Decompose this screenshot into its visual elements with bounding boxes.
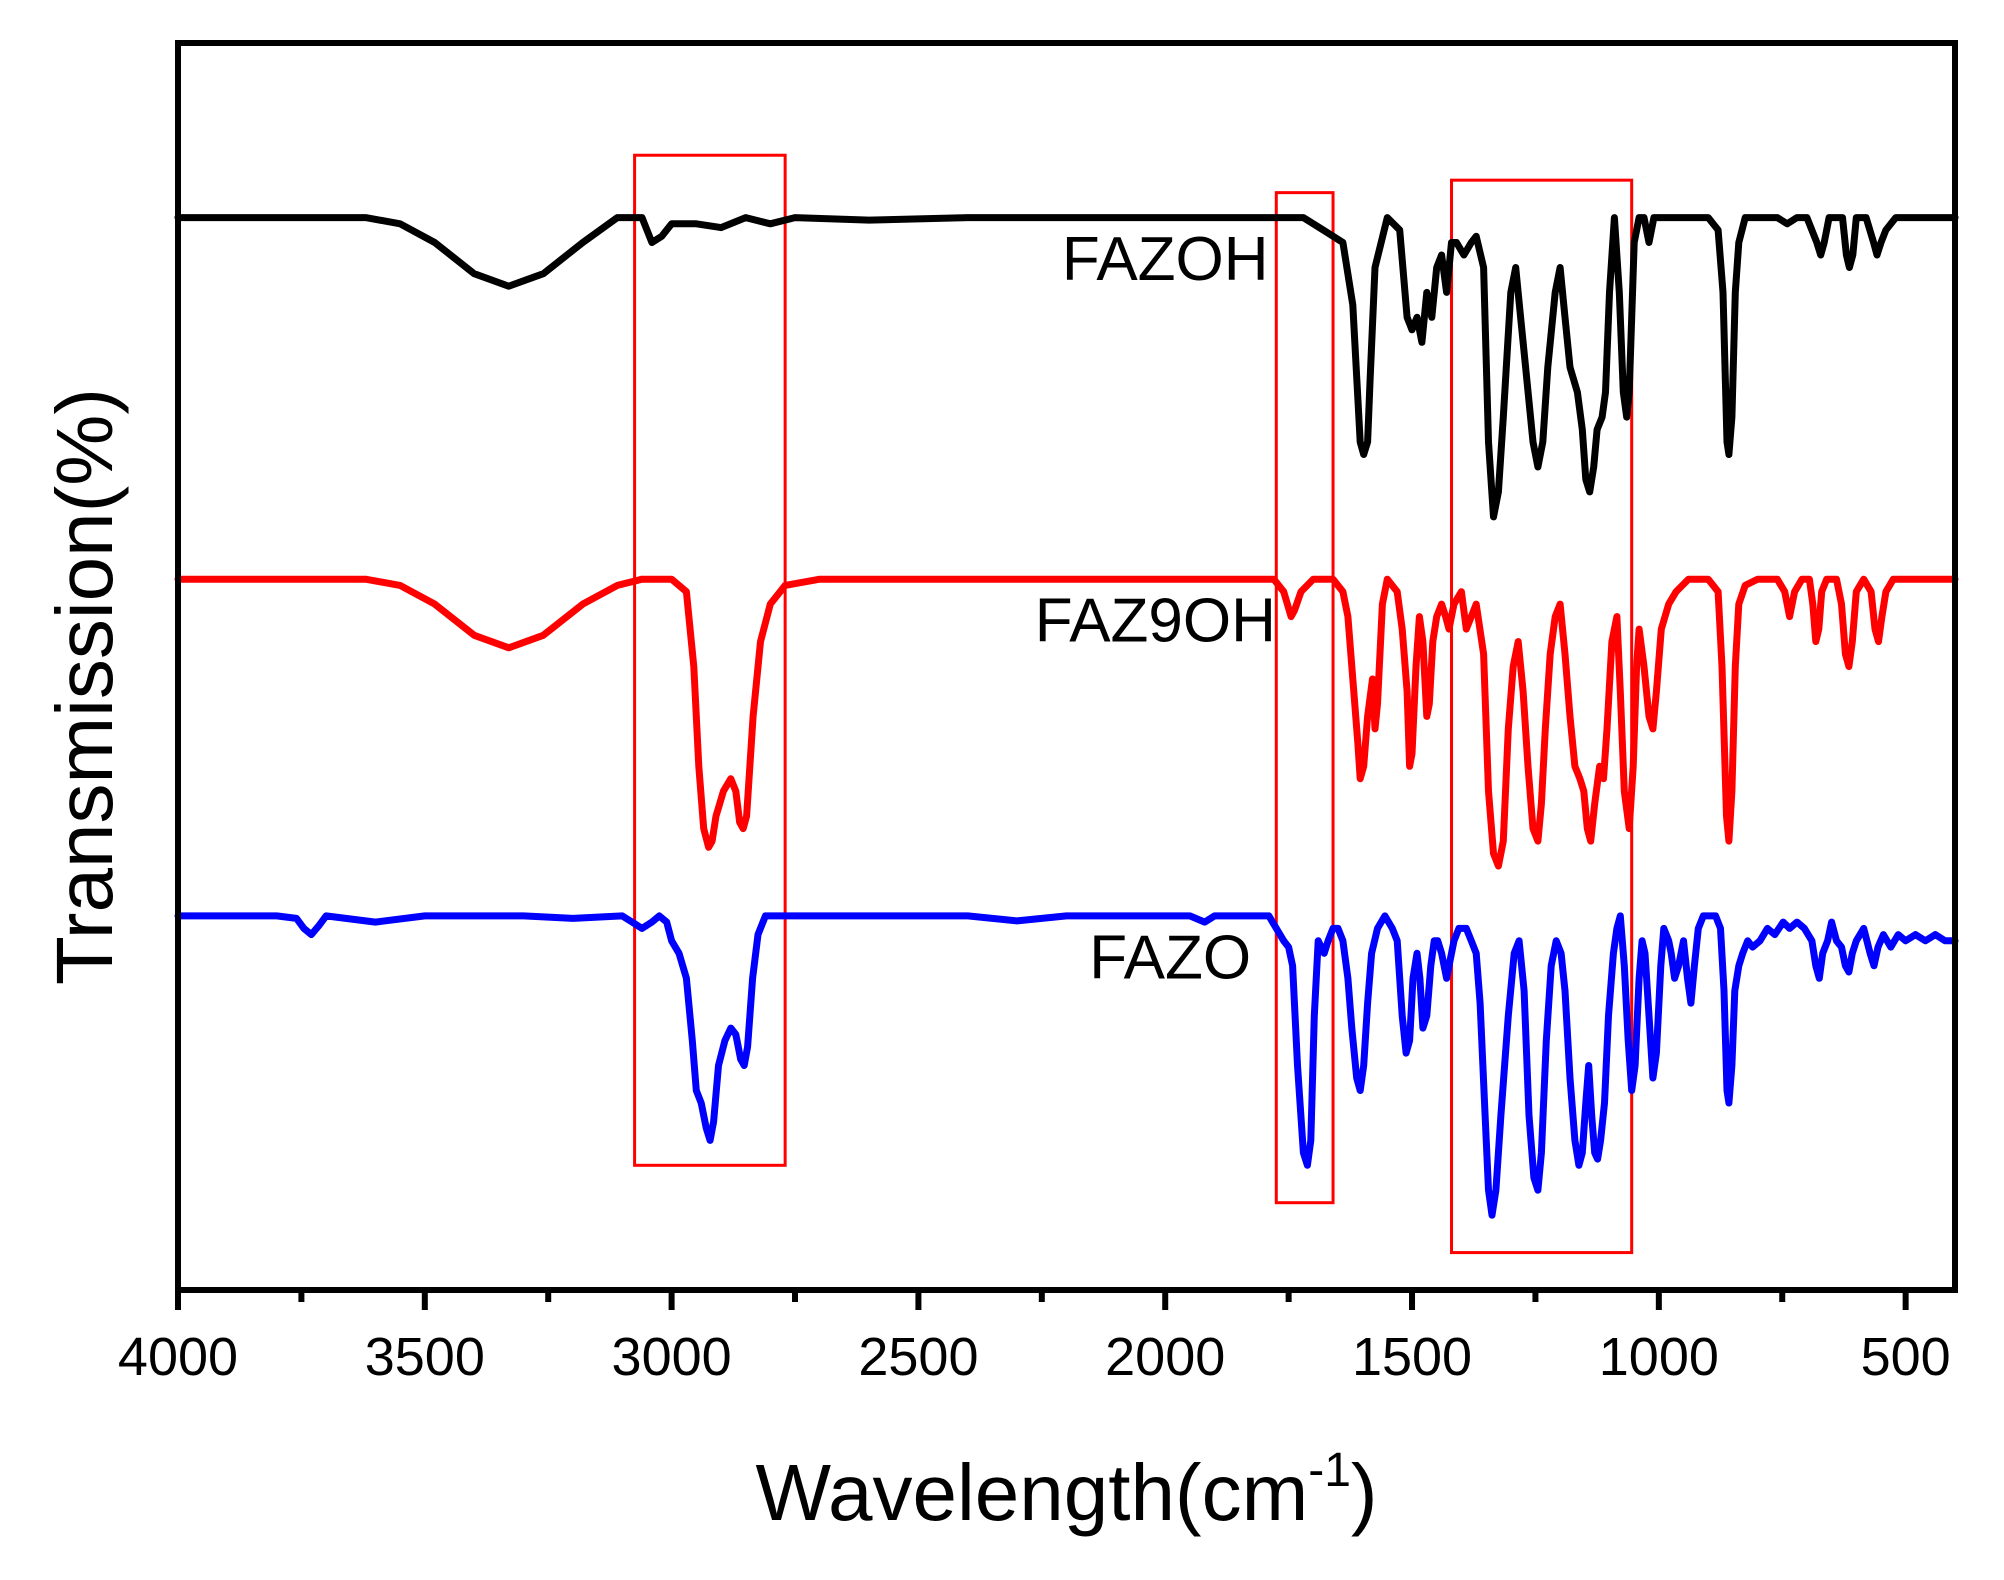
spectra-lines <box>174 214 1959 1219</box>
x-axis-title-superscript: -1 <box>1308 1444 1351 1497</box>
x-tick-label-500: 500 <box>1861 1327 1951 1387</box>
highlight-box-1 <box>633 153 787 1167</box>
x-tick-label-4000: 4000 <box>118 1327 238 1387</box>
x-axis-title-main: Wavelength(cm <box>755 1448 1308 1537</box>
series-label-fazoh: FAZOH <box>1062 225 1269 294</box>
series-line-fazo <box>174 912 1959 1219</box>
series-labels: FAZOH FAZ9OH FAZO <box>1035 225 1276 992</box>
x-tick-label-3000: 3000 <box>612 1327 732 1387</box>
plot-frame <box>175 40 1958 1293</box>
x-tick-label-2000: 2000 <box>1105 1327 1225 1387</box>
series-label-faz9oh: FAZ9OH <box>1035 587 1276 656</box>
highlight-box-2 <box>1274 191 1335 1205</box>
x-axis-title-suffix: ) <box>1351 1448 1378 1537</box>
x-tick-label-3500: 3500 <box>365 1327 485 1387</box>
x-tick-label-1500: 1500 <box>1352 1327 1472 1387</box>
x-tick-label-1000: 1000 <box>1599 1327 1719 1387</box>
series-line-faz9oh <box>174 575 1959 870</box>
x-axis-ticks: 4000 3500 3000 2500 2000 1500 1000 500 <box>118 1290 1951 1387</box>
y-axis-title: Transmission(%) <box>40 388 129 985</box>
x-tick-label-2500: 2500 <box>858 1327 978 1387</box>
x-axis-title: Wavelength(cm-1) <box>755 1444 1377 1537</box>
series-line-fazoh <box>174 214 1959 521</box>
series-label-fazo: FAZO <box>1089 923 1251 992</box>
